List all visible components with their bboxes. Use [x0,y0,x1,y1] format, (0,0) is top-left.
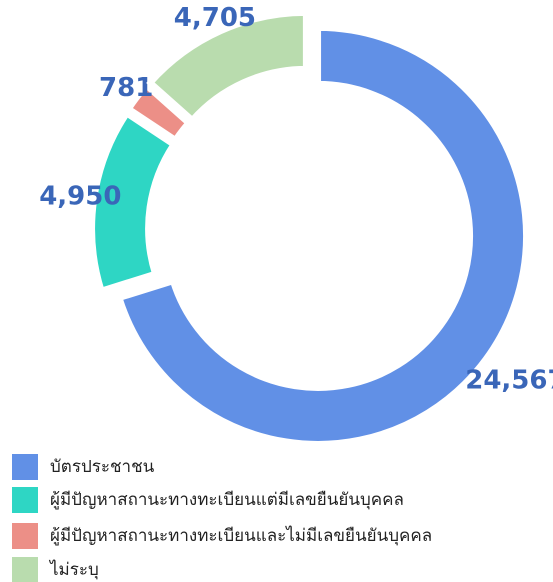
donut-slice [124,81,193,144]
legend-label: บัตรประชาชน [50,457,155,477]
donut-slice [115,24,529,447]
legend-label: ผู้มีปัญหาสถานะทางทะเบียนแต่มีเลขยืนยันบ… [50,490,404,510]
value-label: 4,950 [39,182,121,212]
donut-slice [146,9,309,125]
legend-swatch [12,454,38,480]
value-label: 781 [99,73,153,103]
legend-swatch [12,487,38,513]
legend-label: ผู้มีปัญหาสถานะทางทะเบียนและไม่มีเลขยืนย… [50,525,432,546]
legend-swatch [12,523,38,549]
value-label: 24,567 [465,366,553,396]
value-label: 4,705 [174,3,256,33]
legend-label: ไม่ระบุ [48,559,99,580]
legend-swatch [12,557,38,582]
donut-slice [89,109,178,295]
